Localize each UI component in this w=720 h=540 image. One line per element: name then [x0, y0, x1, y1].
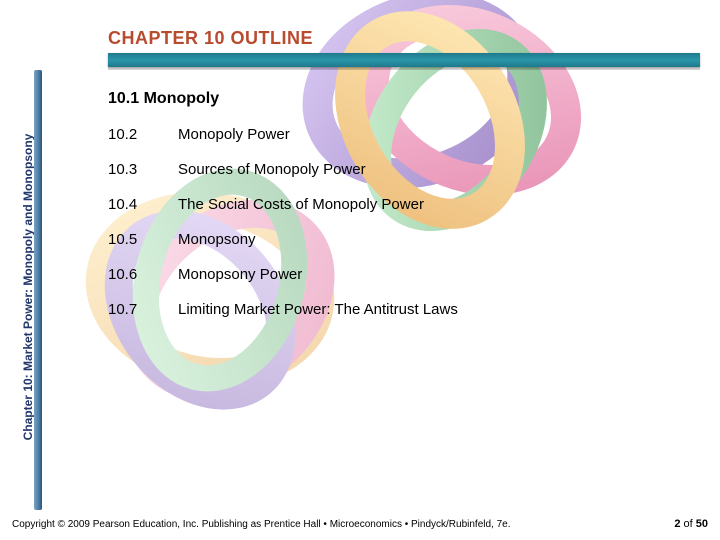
- outline-number: 10.6: [108, 266, 178, 283]
- sidebar-bar: [34, 70, 42, 510]
- outline-row: 10.7Limiting Market Power: The Antitrust…: [108, 301, 690, 318]
- outline-label: Monopoly Power: [178, 126, 690, 143]
- outline-label: The Social Costs of Monopoly Power: [178, 196, 690, 213]
- outline-label: Monopsony Power: [178, 266, 690, 283]
- sidebar: Chapter 10: Market Power: Monopoly and M…: [18, 70, 32, 510]
- outline-number: 10.7: [108, 301, 178, 318]
- page-of-label: of: [684, 518, 693, 530]
- outline-row: 10.5Monopsony: [108, 231, 690, 248]
- page-current: 2: [674, 518, 680, 530]
- outline-number: 10.4: [108, 196, 178, 213]
- slide-header: CHAPTER 10 OUTLINE: [108, 28, 700, 67]
- sidebar-label: Chapter 10: Market Power: Monopoly and M…: [21, 77, 35, 497]
- footer: Copyright © 2009 Pearson Education, Inc.…: [12, 518, 708, 530]
- outline-content: 10.1 Monopoly 10.2Monopoly Power 10.3Sour…: [108, 90, 690, 336]
- outline-number: 10.2: [108, 126, 178, 143]
- page-total: 50: [696, 518, 708, 530]
- outline-first: 10.1 Monopoly: [108, 90, 690, 108]
- outline-label: Monopsony: [178, 231, 690, 248]
- page-number: 2 of 50: [674, 518, 708, 530]
- outline-number: 10.3: [108, 161, 178, 178]
- outline-number: 10.5: [108, 231, 178, 248]
- outline-label: Limiting Market Power: The Antitrust Law…: [178, 301, 690, 318]
- outline-row: 10.6Monopsony Power: [108, 266, 690, 283]
- outline-row: 10.4The Social Costs of Monopoly Power: [108, 196, 690, 213]
- outline-list: 10.2Monopoly Power 10.3Sources of Monopol…: [108, 126, 690, 318]
- header-bar: [108, 53, 700, 67]
- outline-row: 10.2Monopoly Power: [108, 126, 690, 143]
- copyright-text: Copyright © 2009 Pearson Education, Inc.…: [12, 519, 511, 530]
- outline-row: 10.3Sources of Monopoly Power: [108, 161, 690, 178]
- chapter-title: CHAPTER 10 OUTLINE: [108, 28, 700, 49]
- outline-label: Sources of Monopoly Power: [178, 161, 690, 178]
